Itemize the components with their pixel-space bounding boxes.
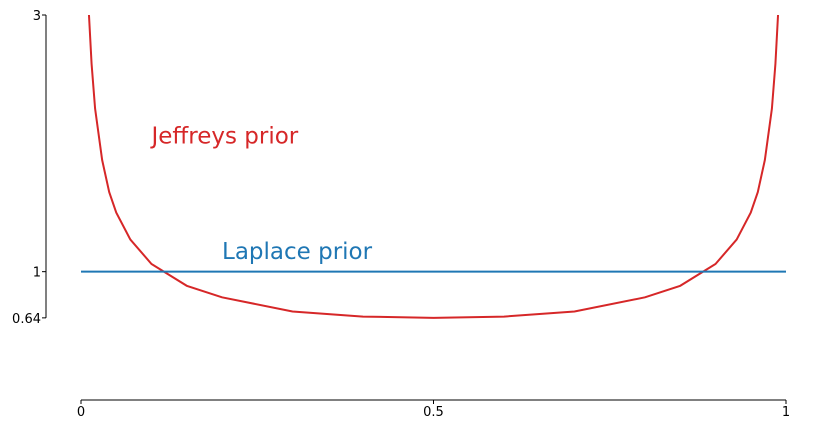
line-series xyxy=(87,15,780,319)
y-tick-label: 0.64 xyxy=(12,312,41,327)
x-tick-label: 0 xyxy=(77,405,85,420)
series-label: Jeffreys prior xyxy=(150,123,299,149)
x-tick-label: 1 xyxy=(782,405,790,420)
series-label: Laplace prior xyxy=(222,239,373,265)
y-tick-label: 1 xyxy=(33,266,41,281)
x-tick-label: 0.5 xyxy=(423,405,444,420)
y-tick-label: 3 xyxy=(33,9,41,24)
